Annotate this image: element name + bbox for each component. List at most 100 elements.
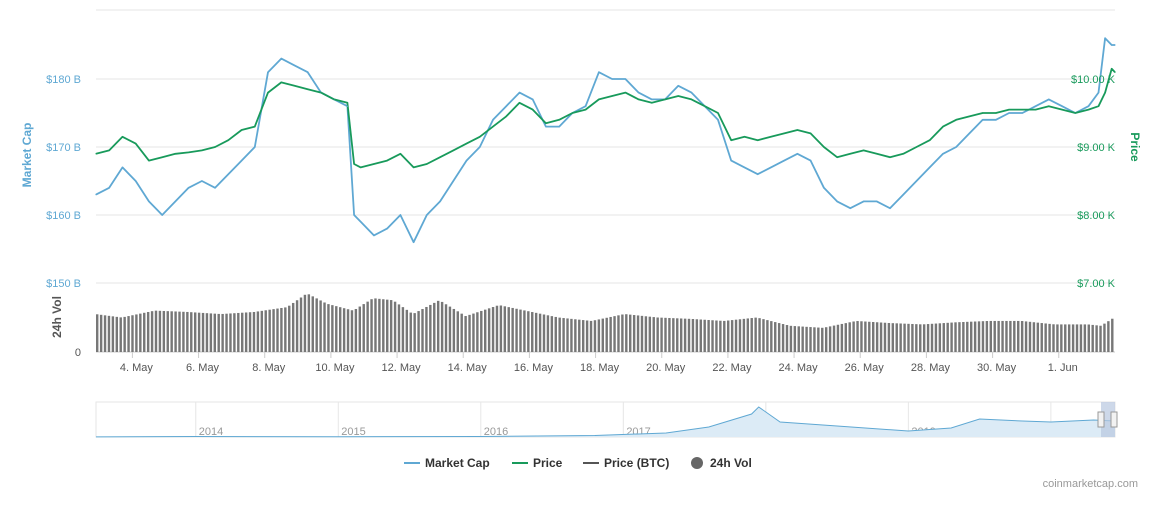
x-tick-label: 16. May	[514, 362, 554, 374]
volume-bar	[276, 308, 279, 352]
price-point	[571, 112, 574, 114]
navigator-handle-right	[1110, 411, 1118, 428]
market-cap-point	[1097, 92, 1100, 94]
volume-bar	[707, 319, 710, 352]
volume-bar	[758, 318, 761, 352]
volume-bar	[993, 320, 996, 352]
volume-bar	[468, 314, 471, 352]
market-cap-point	[121, 166, 124, 168]
time-navigator[interactable]: 2014201520162017201820192020	[95, 401, 1118, 438]
price-point	[214, 146, 216, 148]
legend-label[interactable]: Market Cap	[425, 456, 490, 470]
price-point	[796, 129, 798, 131]
volume-bar	[342, 308, 346, 352]
x-tick-label: 30. May	[977, 362, 1017, 374]
market-cap-point	[399, 214, 401, 216]
volume-bar	[288, 305, 291, 352]
volume-bar	[981, 321, 985, 352]
volume-bar	[229, 313, 232, 352]
volume-bar	[966, 321, 969, 352]
volume-bar	[433, 302, 436, 352]
market-cap-point	[690, 92, 693, 94]
volume-bar	[119, 317, 122, 352]
market-cap-point	[532, 98, 534, 100]
volume-bar	[989, 320, 993, 352]
price-point	[1048, 105, 1050, 107]
legend-label[interactable]: 24h Vol	[710, 456, 752, 470]
volume-bar	[856, 321, 859, 352]
price-point	[810, 132, 812, 134]
volume-bar	[1013, 320, 1016, 352]
price-point	[373, 163, 375, 165]
market-cap-point	[598, 71, 600, 73]
volume-bar	[323, 302, 326, 352]
volume-bar	[1052, 324, 1055, 352]
x-tick-label: 4. May	[120, 362, 154, 374]
volume-bar	[679, 318, 683, 352]
market-cap-point	[346, 105, 349, 107]
volume-bar	[848, 322, 851, 352]
volume-bar	[487, 308, 491, 352]
volume-bar	[511, 307, 514, 352]
volume-bar	[1040, 323, 1043, 352]
market-cap-point	[479, 146, 481, 148]
volume-bar	[295, 300, 299, 352]
volume-bar	[244, 312, 248, 352]
price-point	[333, 98, 335, 100]
volume-bar	[476, 312, 479, 352]
price-point	[307, 88, 309, 90]
market-cap-point	[161, 214, 163, 216]
volume-bar	[872, 322, 875, 352]
volume-bar	[166, 311, 169, 352]
market-cap-point	[968, 132, 971, 134]
market-cap-point	[240, 160, 243, 162]
volume-bar	[605, 317, 608, 352]
volume-bar	[221, 313, 224, 352]
market-cap-point	[902, 194, 904, 196]
volume-bar	[954, 322, 957, 352]
volume-bar	[193, 312, 197, 352]
navigator-area	[96, 407, 1115, 437]
credit-text[interactable]: coinmarketcap.com	[1043, 478, 1138, 490]
volume-bar	[766, 320, 769, 352]
volume-bar	[570, 318, 573, 352]
price-point	[942, 126, 944, 128]
legend-label[interactable]: Price	[533, 456, 563, 470]
market-cap-point	[849, 207, 851, 209]
volume-bar	[578, 319, 581, 352]
volume-bar	[895, 323, 898, 352]
volume-bar	[621, 314, 624, 352]
volume-bar	[875, 322, 879, 352]
market-cap-point	[293, 64, 296, 66]
volume-bar	[1083, 324, 1087, 352]
volume-bar	[781, 324, 785, 352]
volume-bar	[436, 300, 440, 352]
market-cap-point	[810, 160, 812, 162]
price-point	[704, 105, 706, 107]
volume-bar	[534, 312, 538, 352]
price-point	[690, 98, 693, 100]
legend-label[interactable]: Price (BTC)	[604, 456, 669, 470]
price-point	[95, 153, 97, 155]
navigator-selection	[1101, 402, 1115, 437]
price-point	[280, 81, 282, 83]
volume-bar	[911, 323, 914, 352]
volume-bar	[272, 309, 275, 352]
y-tick-price: $8.00 K	[1077, 210, 1116, 222]
volume-bar	[1009, 320, 1012, 352]
market-cap-point	[1061, 105, 1063, 107]
volume-bar	[789, 325, 793, 352]
legend: Market Cap Price Price (BTC) 24h Vol	[404, 456, 752, 470]
price-point	[201, 149, 203, 151]
volume-bar	[977, 321, 981, 352]
navigator-year-label: 2015	[341, 426, 365, 438]
volume-bar	[452, 308, 456, 352]
volume-bar	[770, 321, 773, 352]
volume-bar	[711, 320, 714, 352]
volume-bar	[503, 306, 507, 352]
volume-bar	[103, 315, 107, 352]
volume-bar	[307, 294, 311, 352]
market-cap-point	[545, 126, 547, 128]
volume-bar	[1079, 324, 1083, 352]
price-point	[1087, 109, 1090, 111]
